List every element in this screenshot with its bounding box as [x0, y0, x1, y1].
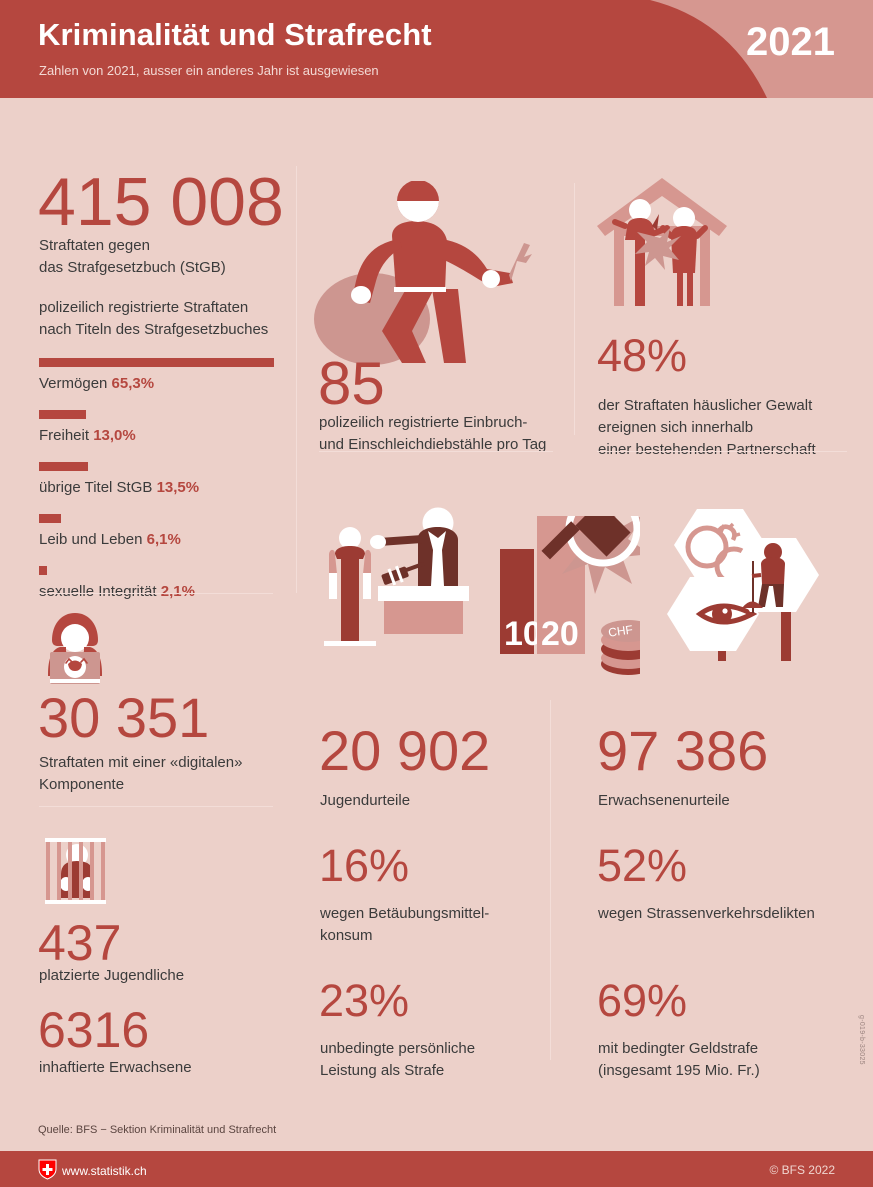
svg-text:10: 10: [504, 615, 542, 653]
svg-text:20: 20: [541, 615, 579, 653]
